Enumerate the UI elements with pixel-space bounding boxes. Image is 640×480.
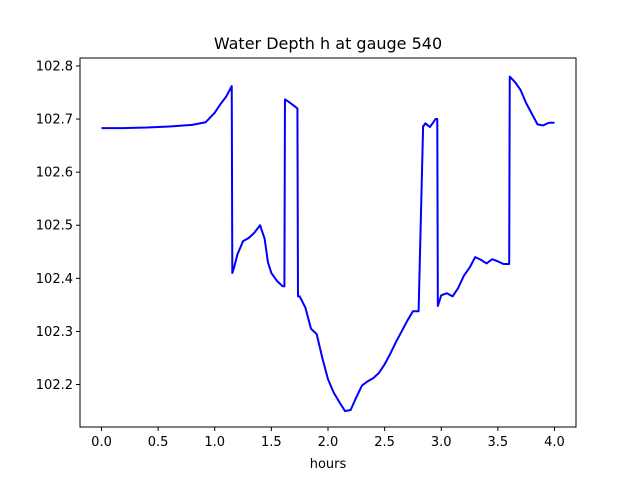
x-tick-label: 1.5: [261, 435, 282, 450]
x-tick-label: 4.0: [544, 435, 565, 450]
x-tick-label: 0.5: [148, 435, 169, 450]
x-tick-label: 2.5: [374, 435, 395, 450]
y-tick-label: 102.2: [36, 378, 73, 393]
y-tick-label: 102.6: [36, 166, 73, 181]
x-tick-label: 1.0: [204, 435, 225, 450]
x-tick-label: 3.5: [488, 435, 509, 450]
x-axis: 0.0 0.5 1.0 1.5 2.0 2.5 3.0 3.5 4.0: [91, 427, 565, 450]
y-tick-label: 102.8: [36, 59, 73, 74]
y-tick-label: 102.4: [36, 272, 73, 287]
plot-frame: [79, 57, 577, 428]
x-tick-label: 3.0: [431, 435, 452, 450]
y-tick-label: 102.3: [36, 325, 73, 340]
chart-title: Water Depth h at gauge 540: [214, 34, 442, 53]
y-tick-label: 102.7: [36, 113, 73, 128]
x-tick-label: 0.0: [91, 435, 112, 450]
y-tick-label: 102.5: [36, 219, 73, 234]
x-axis-label: hours: [310, 457, 347, 472]
x-tick-label: 2.0: [318, 435, 339, 450]
y-axis: 102.2 102.3 102.4 102.5 102.6 102.7 102.8: [36, 59, 80, 393]
water-depth-series-line: [101, 75, 555, 413]
